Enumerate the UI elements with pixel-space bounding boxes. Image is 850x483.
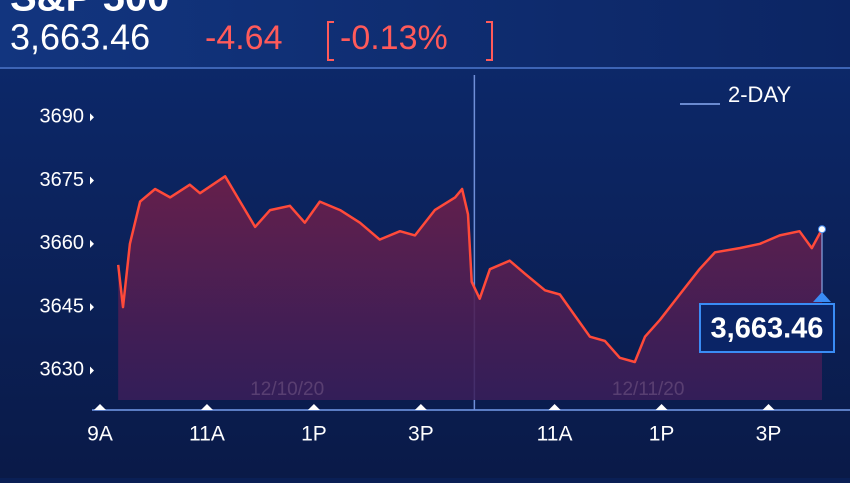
- x-tick-label: 3P: [408, 423, 434, 446]
- x-tick-mark: [762, 404, 775, 410]
- x-tick-mark: [655, 404, 668, 410]
- end-callout: [699, 303, 835, 353]
- x-tick-mark: [548, 404, 561, 410]
- change-pct: -0.13%: [340, 19, 448, 57]
- x-tick-label: 1P: [301, 423, 327, 446]
- y-tick-label: 3690: [40, 105, 85, 127]
- y-tick-label: 3675: [40, 169, 85, 191]
- price: 3,663.46: [10, 17, 150, 58]
- end-pointer: [813, 292, 831, 302]
- x-tick-mark: [94, 404, 106, 410]
- x-tick-label: 1P: [649, 423, 675, 446]
- x-tick-mark: [307, 404, 320, 410]
- x-tick-label: 11A: [537, 423, 573, 446]
- y-tick-mark: [90, 113, 94, 122]
- y-tick-mark: [90, 176, 94, 185]
- y-tick-mark: [90, 303, 94, 312]
- y-tick-label: 3660: [40, 232, 85, 254]
- price-line: [116, 175, 824, 364]
- x-tick-mark: [200, 404, 213, 410]
- area: [118, 176, 822, 400]
- x-tick-label: 9A: [87, 423, 113, 446]
- y-tick-label: 3630: [40, 359, 85, 381]
- title: S&P 500: [10, 0, 169, 20]
- y-tick-label: 3645: [40, 295, 85, 317]
- range-label: 2-DAY: [728, 82, 791, 107]
- x-tick-mark: [414, 404, 427, 410]
- x-tick-label: 3P: [756, 423, 782, 446]
- end-callout-label: 3,663.46: [711, 313, 824, 345]
- y-tick-mark: [90, 239, 94, 248]
- bracket: [327, 21, 493, 61]
- y-tick-mark: [90, 366, 94, 375]
- header: [0, 0, 850, 68]
- end-point: [818, 225, 826, 234]
- x-tick-label: 11A: [189, 423, 225, 446]
- change: -4.64: [205, 19, 283, 57]
